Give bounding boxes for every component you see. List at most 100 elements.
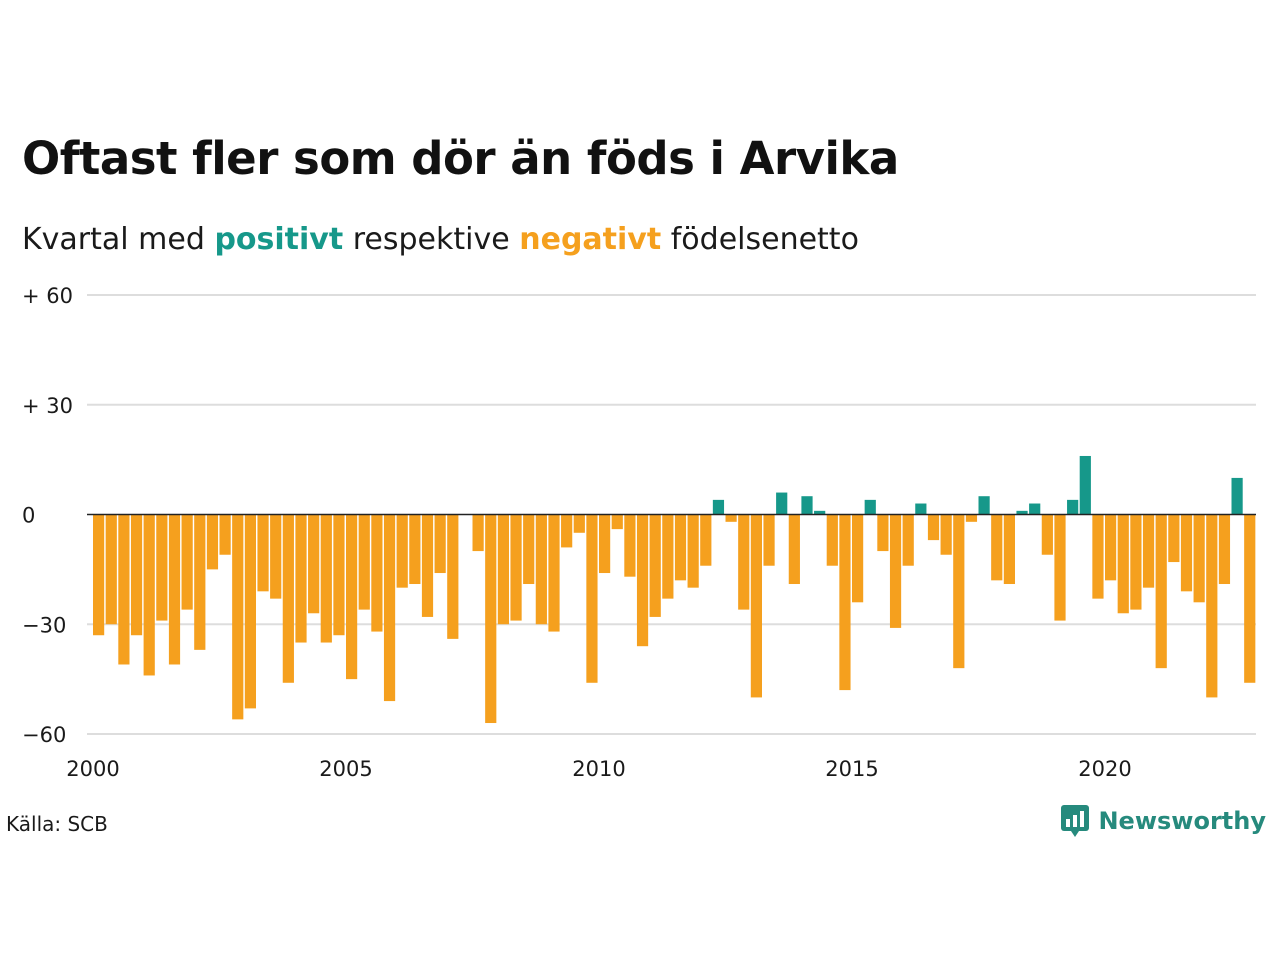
x-tick-label: 2000 [66,757,119,781]
bar [510,514,522,621]
brand-logo: Newsworthy [1060,804,1266,838]
bar [1142,514,1155,588]
bar [1218,514,1231,585]
brand-name: Newsworthy [1098,807,1266,835]
source-note: Källa: SCB [6,812,108,836]
bar [1168,514,1180,563]
y-axis-labels: + 60 + 30 0 −30 −60 [22,284,73,747]
bar [118,514,130,665]
bar [295,514,307,643]
y-tick-label: −60 [22,723,66,747]
bar [409,514,421,585]
bar [383,514,396,702]
bar [447,514,459,639]
bar [194,514,206,650]
bar [535,514,547,625]
y-tick-label: + 30 [22,394,73,418]
bar [1092,514,1104,599]
x-tick-label: 2005 [319,757,372,781]
bar [105,514,117,625]
bar [308,514,320,614]
bar [232,514,244,720]
bar [599,514,611,574]
bar-chart: + 60 + 30 0 −30 −60 2000 2005 2010 2015 2020 [22,284,1256,781]
bar [1029,503,1041,515]
bars [93,455,1256,724]
x-axis-labels: 2000 2005 2010 2015 2020 [66,757,1131,781]
bar [877,514,889,552]
bar [1054,514,1066,621]
bar [93,514,105,636]
bar [927,514,940,541]
bar [434,514,446,574]
bar [257,514,269,592]
bar [270,514,282,599]
bar [1206,514,1218,698]
x-tick-label: 2020 [1078,757,1131,781]
bar [611,514,623,530]
bar [206,514,219,570]
bar [1016,510,1028,515]
bar [586,514,598,683]
bar [776,492,788,515]
y-tick-label: + 60 [22,284,73,308]
bar [1117,514,1129,614]
bar [219,514,231,555]
bar [358,514,370,610]
bar [1067,499,1079,515]
bar [244,514,256,709]
subtitle-suffix: födelsenetto [670,222,859,257]
bar [624,514,636,577]
bar [852,514,864,603]
bar [1231,477,1243,515]
bar [700,514,712,566]
bar [991,514,1003,581]
bar [940,514,952,555]
bar [826,514,838,566]
y-tick-label: −30 [22,613,66,637]
bar [674,514,687,581]
bar [1244,514,1256,683]
bar [333,514,345,636]
bar [687,514,699,588]
bar [1155,514,1167,669]
bar [561,514,573,548]
newsworthy-logo-icon [1061,805,1090,837]
bar [725,514,737,522]
subtitle-positive-label: positivt [214,222,344,257]
bar [282,514,294,683]
bar [763,514,775,566]
bar [978,496,990,515]
chart-subtitle: Kvartal med positivt respektive negativt… [22,222,859,257]
bar [497,514,509,625]
bar [1193,514,1205,603]
bar [965,514,978,522]
bar [130,514,143,636]
bar [953,514,965,669]
grid-lines [87,294,1256,735]
bar [662,514,674,599]
bar [156,514,168,621]
bar [523,514,535,585]
subtitle-prefix: Kvartal med [22,222,205,257]
bar [1130,514,1142,610]
bar [1079,455,1091,515]
bar [902,514,914,566]
bar [421,514,434,617]
bar [750,514,762,698]
bar [181,514,193,610]
chart-title: Oftast fler som dör än föds i Arvika [22,132,899,185]
bar [889,514,902,628]
x-tick-label: 2010 [572,757,625,781]
bar [814,510,826,515]
y-tick-label: 0 [22,504,35,528]
bar [472,514,484,552]
bar [636,514,649,647]
bar [864,499,876,515]
bar [548,514,560,632]
bar [371,514,383,632]
bar [1041,514,1053,555]
bar [788,514,800,585]
subtitle-middle: respektive [352,222,510,257]
x-tick-label: 2015 [825,757,878,781]
